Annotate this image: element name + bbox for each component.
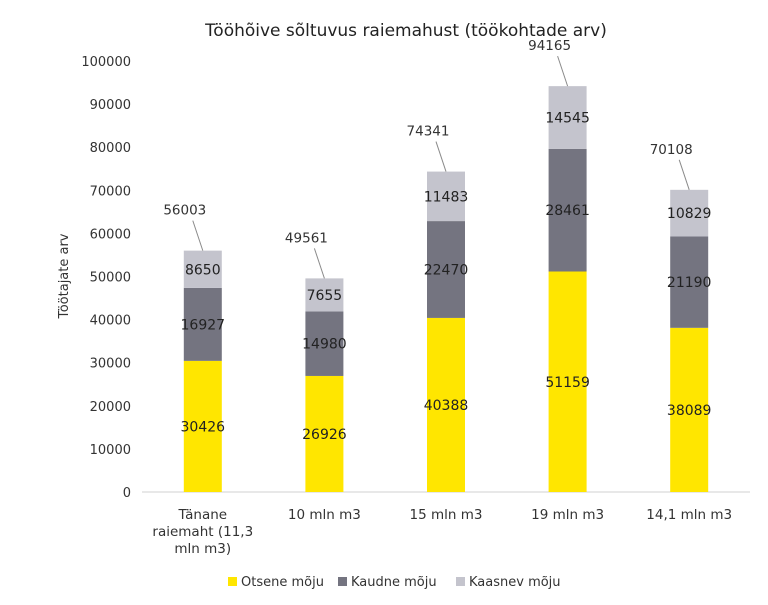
bar-segment (183, 360, 222, 492)
x-tick-label: 14,1 mln m3 (646, 507, 732, 523)
x-tick-label: 19 mln m3 (531, 507, 604, 523)
data-label: 21190 (667, 275, 712, 291)
legend-swatch (338, 577, 347, 586)
y-tick-label: 60000 (90, 227, 131, 242)
data-label: 8650 (185, 262, 221, 278)
total-label: 49561 (285, 230, 328, 246)
bars: 30426 16927 8650 56003 26926 14980 7655 49561 40… (163, 38, 711, 492)
y-tick-label: 80000 (90, 141, 131, 156)
legend-label: Kaasnev mõju (469, 575, 561, 590)
bar-segment (548, 271, 587, 492)
total-label: 74341 (407, 124, 450, 140)
data-label: 16927 (181, 317, 226, 333)
legend-swatch (228, 577, 237, 586)
y-axis-label: Töötajate arv (57, 233, 72, 319)
y-tick-label: 0 (123, 486, 131, 501)
total-leader-line (435, 141, 447, 172)
y-tick-label: 100000 (81, 55, 131, 70)
bar-segment (183, 287, 222, 361)
data-label: 38089 (667, 403, 712, 419)
legend-swatch (456, 577, 465, 586)
y-tick-label: 40000 (90, 314, 131, 329)
x-tick-label: Tänane (177, 507, 227, 523)
data-label: 51159 (545, 375, 590, 391)
bar-segment (670, 189, 709, 237)
data-label: 14545 (545, 110, 590, 126)
y-tick-label: 50000 (90, 271, 131, 286)
bar-segment (548, 148, 587, 272)
y-tick-label: 90000 (90, 98, 131, 113)
x-tick-label: raiemaht (11,3 (152, 524, 253, 540)
bar-segment (305, 278, 344, 312)
data-label: 10829 (667, 206, 712, 222)
x-tick-label: 15 mln m3 (410, 507, 483, 523)
legend: Otsene mõju Kaudne mõju Kaasnev mõju (228, 575, 561, 590)
y-tick-label: 10000 (90, 443, 131, 458)
legend-label: Kaudne mõju (351, 575, 437, 590)
y-tick-label: 30000 (90, 357, 131, 372)
data-label: 11483 (424, 189, 469, 205)
total-leader-line (313, 248, 325, 279)
bar-segment (305, 375, 344, 492)
legend-label: Otsene mõju (241, 575, 324, 590)
data-label: 14980 (302, 337, 347, 353)
bar-segment (427, 317, 465, 492)
bar-segment (548, 86, 587, 149)
bar-segment (183, 250, 222, 288)
x-tick-label: 10 mln m3 (288, 507, 361, 523)
bar-segment (670, 327, 709, 492)
bar-segment (427, 171, 465, 222)
total-label: 94165 (528, 38, 571, 54)
y-axis-ticks: 0 10000 20000 30000 40000 50000 60000 70000 8000… (81, 55, 131, 501)
y-tick-label: 70000 (90, 184, 131, 199)
data-label: 28461 (545, 203, 590, 219)
chart-title: Tööhõive sõltuvus raiemahust (töökohtade… (204, 21, 607, 41)
total-leader-line (192, 220, 204, 251)
data-label: 40388 (424, 398, 469, 414)
data-label: 22470 (424, 263, 469, 279)
total-label: 70108 (650, 142, 693, 158)
bar-segment (427, 221, 465, 318)
bar-segment (305, 311, 344, 376)
total-leader-line (678, 159, 690, 190)
data-label: 30426 (181, 419, 226, 435)
data-label: 26926 (302, 427, 347, 443)
bar-segment (670, 236, 709, 328)
y-tick-label: 20000 (90, 400, 131, 415)
data-label: 7655 (307, 288, 343, 304)
x-tick-label: mln m3) (174, 541, 231, 557)
total-label: 56003 (163, 203, 206, 219)
total-leader-line (557, 55, 569, 87)
